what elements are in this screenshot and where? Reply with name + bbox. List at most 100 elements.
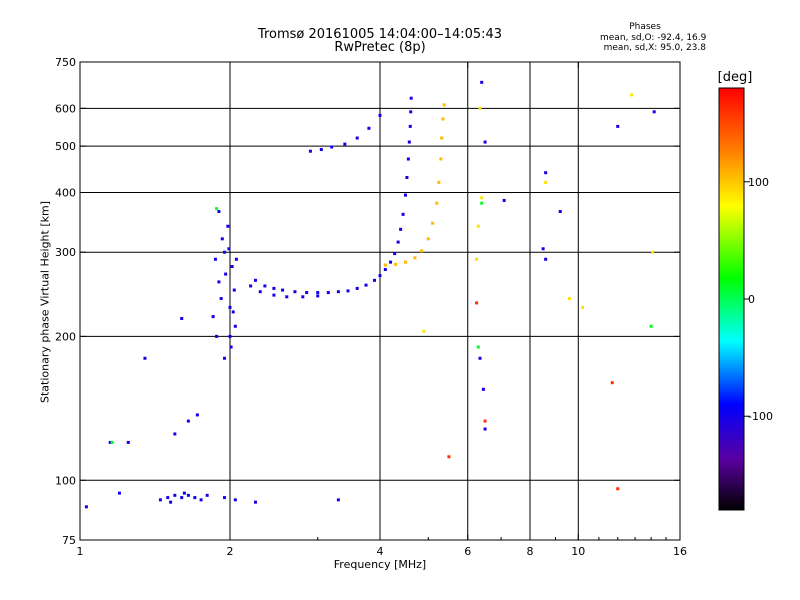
data-point — [215, 334, 219, 338]
data-point — [108, 440, 112, 444]
x-tick-label: 10 — [571, 545, 585, 558]
data-point — [475, 301, 479, 305]
data-point — [367, 126, 371, 130]
data-point — [422, 329, 426, 333]
data-point — [258, 290, 262, 294]
y-tick-label: 100 — [55, 474, 76, 487]
y-tick-label: 75 — [62, 534, 76, 547]
data-point — [205, 493, 209, 497]
data-point — [610, 381, 614, 385]
data-point — [180, 496, 184, 500]
data-point — [544, 257, 548, 261]
data-point — [84, 505, 88, 509]
data-point — [405, 175, 409, 179]
data-point — [558, 210, 562, 214]
phases-o-stats: mean, sd,O: -92.4, 16.9 — [600, 33, 707, 43]
data-point — [182, 491, 186, 495]
data-point — [483, 419, 487, 423]
x-tick-label: 4 — [377, 545, 384, 558]
data-point — [231, 310, 235, 314]
data-point — [110, 440, 114, 444]
data-point — [652, 110, 656, 114]
data-point — [373, 278, 377, 282]
data-point — [316, 291, 320, 295]
data-point — [435, 201, 439, 205]
phases-x-stats: mean, sd,X: 95.0, 23.8 — [603, 43, 706, 53]
data-point — [233, 498, 237, 502]
colorbar-tick-label: 0 — [748, 293, 755, 306]
data-point — [567, 297, 571, 301]
axis-ticks: 1 2 4 6 8 10 16 75 100 200 300 400 500 600 750 — [55, 56, 687, 558]
data-point — [502, 198, 506, 202]
data-point — [396, 240, 400, 244]
x-tick-label: 2 — [227, 545, 234, 558]
data-point — [406, 157, 410, 161]
data-point — [213, 257, 217, 261]
data-point — [478, 106, 482, 110]
data-points — [84, 80, 656, 509]
data-point — [403, 260, 407, 264]
data-point — [393, 252, 397, 256]
data-point — [281, 288, 285, 292]
y-tick-label: 400 — [55, 186, 76, 199]
data-point — [616, 124, 620, 128]
data-point — [378, 274, 382, 278]
data-point — [581, 305, 585, 309]
data-point — [223, 250, 227, 254]
data-point — [616, 487, 620, 491]
data-point — [383, 263, 387, 267]
data-point — [336, 290, 340, 294]
data-point — [272, 293, 276, 297]
chart-title-line1: Tromsø 20161005 14:04:00–14:05:43 — [257, 27, 503, 42]
data-point — [420, 249, 424, 253]
data-point — [158, 498, 162, 502]
colorbar — [718, 87, 745, 511]
data-point — [409, 96, 413, 100]
data-point — [649, 324, 653, 328]
data-point — [224, 272, 228, 276]
data-point — [234, 257, 238, 261]
data-point — [364, 283, 368, 287]
y-tick-label: 300 — [55, 246, 76, 259]
data-point — [541, 247, 545, 251]
data-point — [478, 356, 482, 360]
data-point — [220, 237, 224, 241]
data-point — [228, 334, 232, 338]
data-point — [544, 180, 548, 184]
data-point — [253, 500, 257, 504]
data-point — [233, 324, 237, 328]
data-point — [483, 427, 487, 431]
data-point — [481, 387, 485, 391]
data-point — [447, 455, 451, 459]
data-point — [249, 284, 253, 288]
phases-title: Phases — [629, 22, 661, 32]
chart-title-line2: RwPretec (8p) — [334, 40, 426, 55]
data-point — [308, 149, 312, 153]
data-point — [355, 136, 359, 140]
data-point — [217, 280, 221, 284]
data-point — [143, 356, 147, 360]
data-point — [403, 193, 407, 197]
data-point — [319, 148, 323, 152]
data-point — [480, 80, 484, 84]
data-point — [401, 212, 405, 216]
data-point — [199, 498, 203, 502]
x-tick-label: 6 — [464, 545, 471, 558]
data-point — [223, 356, 227, 360]
data-point — [651, 250, 655, 254]
data-point — [326, 291, 330, 295]
colorbar-title: [deg] — [717, 70, 753, 85]
data-point — [383, 268, 387, 272]
data-point — [219, 297, 223, 301]
data-point — [217, 210, 221, 214]
data-point — [180, 316, 184, 320]
data-point — [272, 286, 276, 290]
data-point — [330, 145, 334, 149]
data-point — [226, 224, 230, 228]
data-point — [431, 221, 435, 225]
data-point — [211, 315, 215, 319]
data-point — [480, 201, 484, 205]
data-point — [169, 500, 173, 504]
data-point — [173, 432, 177, 436]
